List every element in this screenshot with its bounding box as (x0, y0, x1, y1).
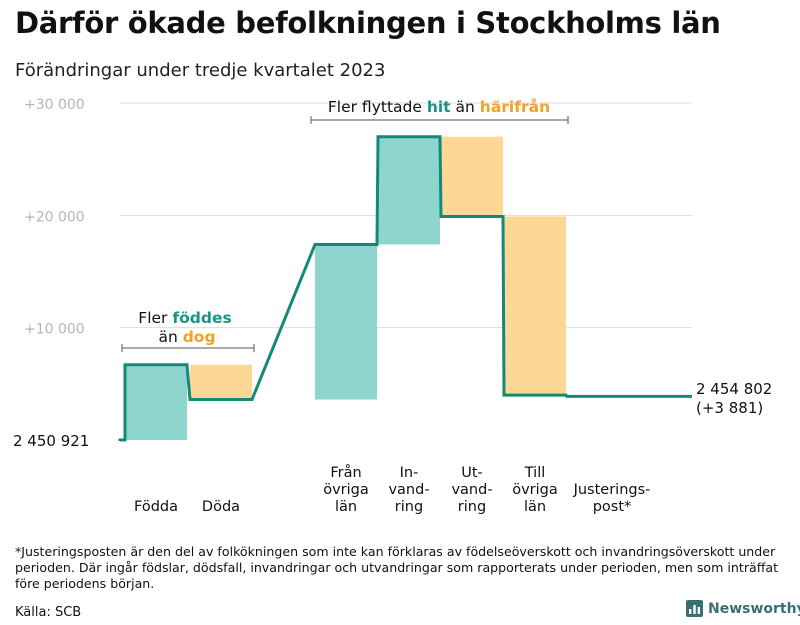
category-label-line: Döda (202, 499, 240, 515)
newsworthy-logo: Newsworthy (686, 600, 800, 617)
category-label-till_ovriga_lan: Till övriga län (512, 465, 558, 515)
bar-invandring (378, 136, 440, 245)
footnote: *Justeringsposten är den del av folkökni… (15, 544, 779, 591)
chart-title: Därför ökade befolkningen i Stockholms l… (15, 6, 721, 40)
category-label-justeringspost: Justerings-post* (573, 482, 651, 515)
bar-fran_ovriga_lan (315, 244, 377, 400)
migration-annotation-mid: än (451, 98, 480, 116)
newsworthy-logo-icon (686, 600, 703, 617)
category-label-line: post* (593, 499, 632, 515)
migration-annotation-harifran: härifrån (480, 97, 550, 116)
migration-annotation-hit: hit (427, 98, 451, 116)
bar-utvandring (441, 136, 503, 217)
category-label-fran_ovriga_lan: Från övriga län (323, 464, 369, 515)
migration-annotation-text: Fler flyttade hit än härifrån (328, 97, 550, 116)
category-label-utvandring: Ut-vand-ring (451, 465, 492, 515)
category-label-line: In- (400, 465, 419, 481)
category-label-line: vand- (451, 482, 492, 498)
category-label-line: Justerings- (573, 482, 651, 498)
start-value-label: 2 450 921 (13, 432, 89, 450)
y-tick-labels: +10 000 +20 000 +30 000 (24, 97, 85, 338)
value-labels: 2 450 921 2 454 802(+3 881) (13, 380, 772, 450)
births-annotation-pre1: Fler (138, 309, 172, 327)
category-label-line: Födda (134, 499, 178, 515)
category-label-line: Ut- (461, 465, 483, 481)
category-label-fodda: Födda (134, 499, 178, 515)
y-tick-label-30000: +30 000 (24, 97, 85, 113)
y-tick-label-10000: +10 000 (24, 322, 85, 338)
bar-fodda (125, 364, 187, 440)
bar-doda (190, 364, 252, 400)
category-label-line: Till (524, 465, 546, 481)
end-change-label: (+3 881) (696, 399, 763, 417)
category-label-line: län (335, 499, 357, 515)
newsworthy-logo-text: Newsworthy (708, 600, 800, 617)
births-annotation: Fler föddes än dog (121, 309, 255, 352)
migration-annotation: Fler flyttade hit än härifrån (310, 97, 569, 124)
category-label-line: ring (458, 499, 486, 515)
category-label-doda: Döda (202, 499, 240, 515)
source-label: Källa: SCB (15, 605, 82, 620)
bar-till_ovriga_lan (504, 216, 566, 396)
category-label-line: övriga (512, 482, 558, 498)
births-annotation-pre2: än (158, 328, 182, 346)
category-label-line: ring (395, 499, 423, 515)
category-label-line: Från (330, 464, 361, 481)
y-tick-label-20000: +20 000 (24, 209, 85, 225)
category-label-line: övriga (323, 482, 369, 498)
population-step-line (118, 135, 692, 442)
chart-subtitle: Förändringar under tredje kvartalet 2023 (15, 60, 386, 81)
category-label-line: vand- (388, 482, 429, 498)
births-annotation-line1: Fler föddes (138, 309, 231, 327)
births-annotation-line2: än dog (158, 328, 215, 346)
births-annotation-em1: föddes (172, 309, 231, 327)
end-value-label: 2 454 802 (696, 380, 772, 398)
migration-annotation-pre: Fler flyttade (328, 98, 427, 116)
births-annotation-em2: dog (183, 328, 216, 346)
category-label-invandring: In-vand-ring (388, 465, 429, 515)
bars (125, 136, 566, 440)
population-line (118, 135, 692, 442)
category-label-line: län (524, 499, 546, 515)
